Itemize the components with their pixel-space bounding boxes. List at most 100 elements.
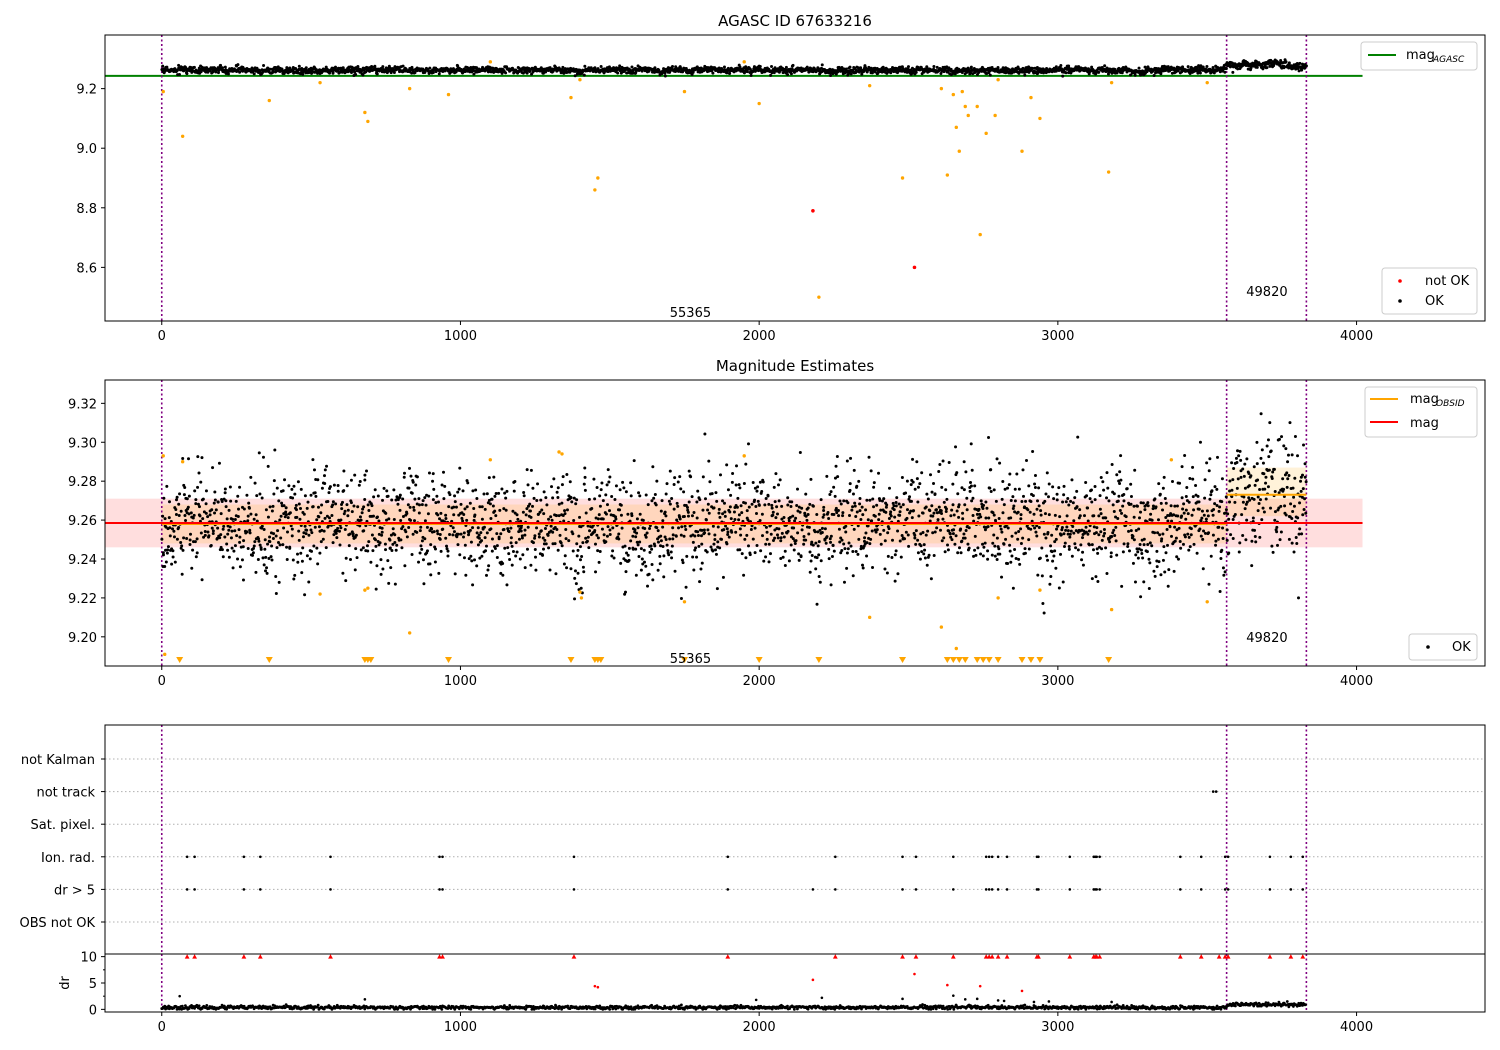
ok-point [487,476,491,480]
ok-point [278,543,282,547]
ok-point [864,531,868,535]
ok-point [262,563,266,567]
ok-point [883,539,887,543]
ok-point [751,480,755,484]
ok-point [1062,544,1066,548]
ok-point [765,537,769,541]
ok-point [344,556,348,560]
ok-point [541,536,545,540]
ok-point [511,549,515,553]
ok-point [401,514,405,518]
ok-point [211,466,215,470]
ok-point [857,537,861,541]
ok-point [692,568,696,572]
ok-point [316,562,320,566]
ok-point [562,562,566,566]
ok-point [667,499,671,503]
ok-point [811,504,815,508]
ok-point [700,542,704,546]
ok-point [528,502,532,506]
ok-point [910,516,914,520]
ok-point [1103,64,1107,68]
ok-point [354,533,358,537]
ok-point [330,513,334,517]
ok-point [960,71,964,75]
ok-point [979,499,983,503]
ok-point [1195,66,1199,70]
ok-point [179,546,183,550]
ok-point [913,536,917,540]
outlier-point [963,104,967,109]
ok-point [804,538,808,542]
ok-point [307,580,311,584]
ok-point [479,531,483,535]
ok-point [423,519,427,523]
ok-point [834,506,838,510]
ok-point [624,570,628,574]
ok-point [750,502,754,506]
ok-point [983,541,987,545]
ok-point [466,481,470,485]
ok-point [649,544,653,548]
ok-point [610,554,614,558]
ok-point [448,532,452,536]
ok-point [320,528,324,532]
ok-point [575,498,579,502]
ok-point [900,533,904,537]
outlier-point [867,83,872,88]
ok-point [599,488,603,492]
ok-point [795,504,799,508]
ok-point [380,526,384,530]
ok-point [220,499,224,503]
ok-point [764,496,768,500]
ok-point [1081,536,1085,540]
ok-point [866,524,870,528]
ok-point [767,560,771,564]
ok-point [728,505,732,509]
ok-point [1002,503,1006,507]
ok-point [740,511,744,515]
ok-point [485,492,489,496]
ok-point [593,542,597,546]
ok-point [906,65,910,69]
ok-point [1092,514,1096,518]
ok-point [772,71,776,75]
ok-point [537,532,541,536]
ok-point [872,485,876,489]
ok-point [233,529,237,533]
ok-point [290,534,294,538]
ok-point [982,545,986,549]
ok-point [303,524,307,528]
ok-point [509,541,513,545]
ok-point [221,527,225,531]
ok-point [320,503,324,507]
ok-point [273,448,277,452]
ok-point [248,528,252,532]
ok-point [700,561,704,565]
x-tick-label: 2000 [743,329,776,344]
ok-point [751,537,755,541]
ok-point [961,517,965,521]
outlier-point [407,86,412,91]
ok-point [1100,538,1104,542]
ok-point [380,530,384,534]
ok-point [676,504,680,508]
ok-point [753,526,757,530]
ok-point [855,484,859,488]
ok-point [197,505,201,509]
ok-point [246,514,250,518]
ok-point [474,488,478,492]
ok-point [974,553,978,557]
ok-point [1016,537,1020,541]
ok-point [642,560,646,564]
ok-point [331,70,335,74]
ok-point [314,494,318,498]
ok-point [717,507,721,511]
ok-point [232,549,236,553]
ok-point [586,535,590,539]
ok-point [514,554,518,558]
ok-point [534,568,538,572]
ok-point [630,65,634,69]
ok-point [456,532,460,536]
